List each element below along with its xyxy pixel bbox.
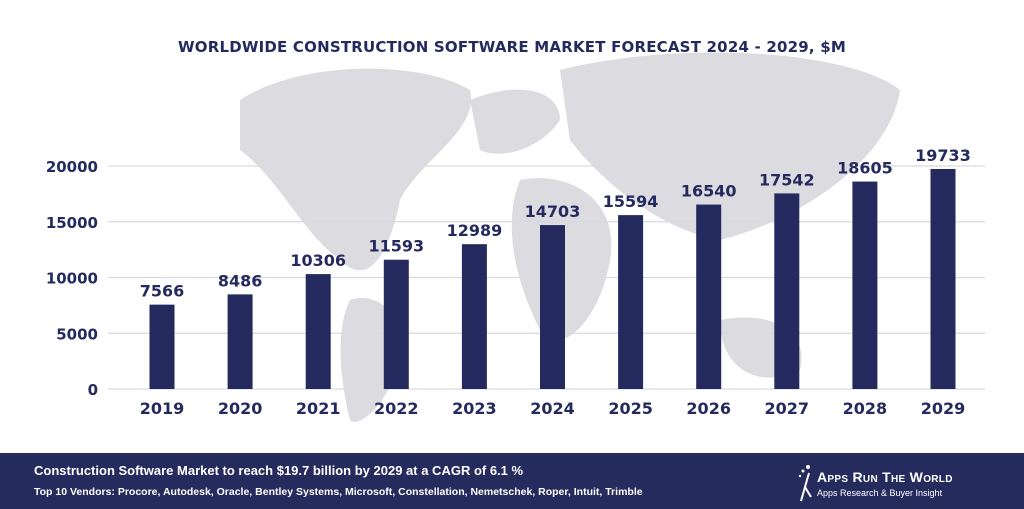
logo: Apps Run The World Apps Research & Buyer… <box>795 461 995 505</box>
x-tick-label: 2021 <box>296 399 341 418</box>
bar-chart: 0 5000 10000 15000 20000 7566 2019 8486 2020 103… <box>46 52 985 422</box>
x-tick-label: 2024 <box>530 399 575 418</box>
footer-headline: Construction Software Market to reach $1… <box>34 463 524 478</box>
logo-tagline: Apps Research & Buyer Insight <box>817 488 943 498</box>
data-label: 11593 <box>368 237 424 256</box>
x-tick-label: 2029 <box>921 399 966 418</box>
bar-2025 <box>618 215 644 389</box>
data-label: 15594 <box>603 192 659 211</box>
world-map-background <box>240 52 900 422</box>
y-tick-label: 20000 <box>46 158 98 176</box>
bar-2027 <box>774 193 800 389</box>
x-tick-label: 2022 <box>374 399 419 418</box>
bar-2024 <box>540 225 565 389</box>
x-tick-label: 2026 <box>686 399 731 418</box>
y-tick-label: 10000 <box>46 270 98 288</box>
data-label: 17542 <box>759 170 815 189</box>
footer-banner: Construction Software Market to reach $1… <box>0 453 1024 509</box>
bar-2026 <box>696 204 722 389</box>
bar-2028 <box>852 181 878 389</box>
x-tick-label: 2027 <box>765 399 810 418</box>
x-tick-label: 2023 <box>452 399 497 418</box>
data-label: 19733 <box>915 146 971 165</box>
runner-icon <box>798 465 812 502</box>
logo-name: Apps Run The World <box>817 469 953 485</box>
y-tick-label: 5000 <box>56 325 98 343</box>
x-tick-label: 2020 <box>218 399 263 418</box>
data-label: 10306 <box>290 251 346 270</box>
y-tick-label: 15000 <box>46 214 98 232</box>
chart-title: WORLDWIDE CONSTRUCTION SOFTWARE MARKET F… <box>178 38 846 56</box>
x-tick-label: 2019 <box>140 399 185 418</box>
data-label: 14703 <box>525 202 581 221</box>
y-tick-label: 0 <box>88 381 98 399</box>
data-label: 7566 <box>140 282 185 301</box>
x-tick-label: 2028 <box>843 399 888 418</box>
data-label: 18605 <box>837 159 893 178</box>
bar-2029 <box>930 168 956 389</box>
bar-2021 <box>305 274 331 389</box>
footer-vendors: Top 10 Vendors: Procore, Autodesk, Oracl… <box>34 486 643 498</box>
bar-2023 <box>461 244 487 389</box>
bar-2022 <box>383 259 409 389</box>
data-label: 16540 <box>681 182 737 201</box>
bar-2020 <box>227 294 253 389</box>
data-label: 12989 <box>447 221 503 240</box>
bar-2019 <box>149 304 175 389</box>
x-tick-label: 2025 <box>608 399 653 418</box>
data-label: 8486 <box>218 271 263 290</box>
